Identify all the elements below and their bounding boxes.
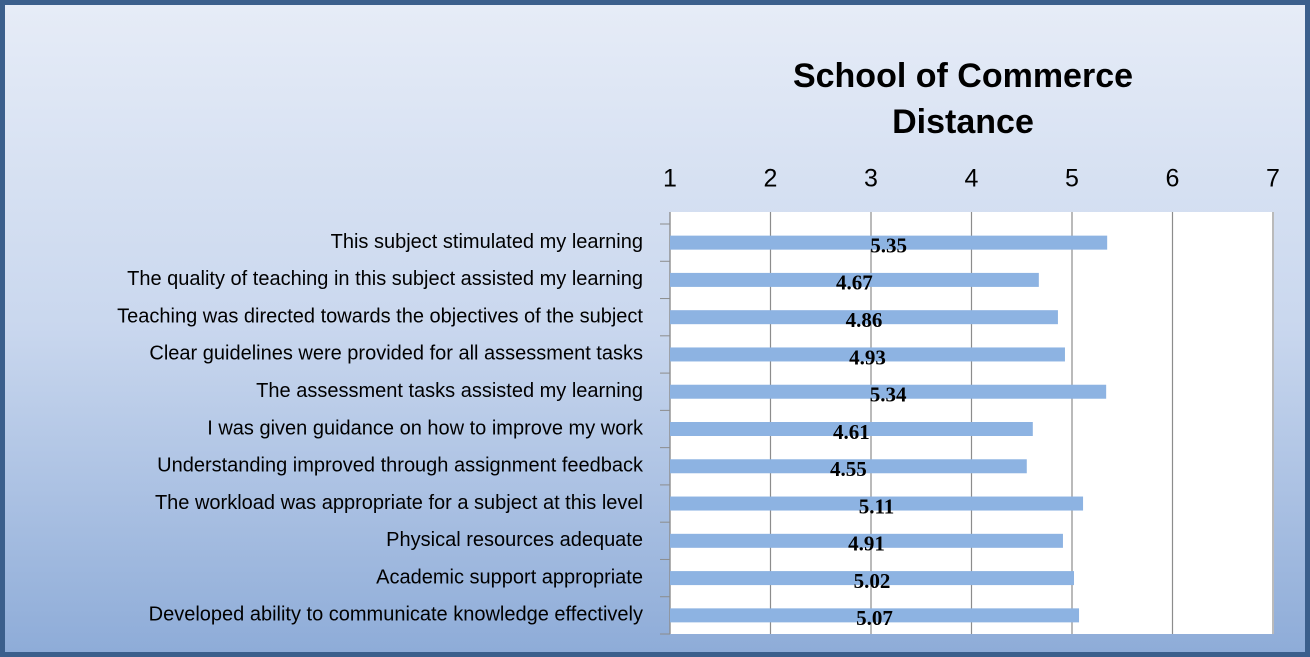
y-tick-label: I was given guidance on how to improve m… [207, 417, 644, 439]
bar [670, 310, 1058, 325]
y-tick-label: Physical resources adequate [386, 529, 643, 551]
x-tick-label: 7 [1266, 165, 1280, 193]
x-tick-label: 1 [663, 165, 677, 193]
bar [670, 533, 1063, 548]
data-label: 4.67 [836, 271, 873, 295]
x-tick-label: 5 [1065, 165, 1079, 193]
bar [670, 459, 1027, 474]
bar [670, 384, 1107, 399]
bar [670, 608, 1080, 623]
bar [670, 347, 1065, 362]
x-tick-label: 6 [1166, 165, 1180, 193]
y-tick-label: Clear guidelines were provided for all a… [149, 343, 643, 365]
y-tick-label: The assessment tasks assisted my learnin… [256, 380, 643, 402]
bar [670, 272, 1039, 287]
y-tick-label: Academic support appropriate [376, 566, 643, 588]
data-label: 5.02 [854, 569, 891, 593]
y-tick-label: Developed ability to communicate knowled… [149, 604, 643, 626]
bar [670, 422, 1033, 436]
x-tick-label: 2 [764, 165, 778, 193]
y-tick-label: The workload was appropriate for a subje… [155, 492, 643, 514]
data-label: 5.07 [856, 606, 893, 630]
bar [670, 235, 1108, 250]
y-tick-label: The quality of teaching in this subject … [127, 268, 643, 290]
y-tick-label: This subject stimulated my learning [331, 231, 643, 253]
chart-title: School of Commerce Distance [792, 57, 1134, 141]
data-label: 5.34 [870, 383, 907, 407]
data-label: 4.91 [848, 532, 885, 556]
data-label: 4.61 [833, 420, 870, 444]
bar [670, 496, 1084, 511]
data-label: 5.11 [859, 494, 895, 518]
x-tick-label: 4 [965, 165, 979, 193]
plot: 1 2 3 4 5 6 7 This subject stimulated my learni… [117, 165, 1280, 635]
data-label: 4.86 [846, 308, 883, 332]
data-label: 4.93 [849, 345, 886, 369]
data-label: 5.35 [870, 233, 907, 257]
data-label: 4.55 [830, 457, 867, 481]
y-tick-label: Understanding improved through assignmen… [157, 455, 644, 477]
x-tick-label: 3 [864, 165, 878, 193]
y-tick-label: Teaching was directed towards the object… [117, 305, 643, 327]
bar [670, 571, 1075, 586]
